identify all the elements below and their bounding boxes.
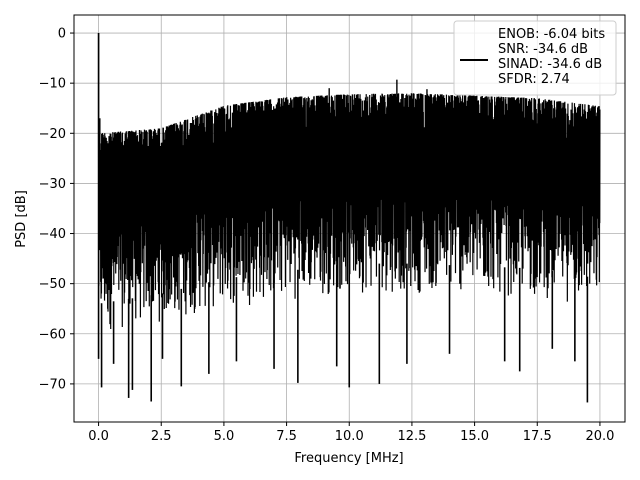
y-tick-label: −40	[39, 227, 66, 242]
x-tick-label: 7.5	[276, 429, 297, 444]
legend-line-1: ENOB: -6.04 bits	[498, 27, 605, 42]
x-tick-label: 17.5	[523, 429, 552, 444]
legend-box	[453, 20, 617, 96]
legend-line-3: SINAD: -34.6 dB	[498, 57, 602, 72]
y-tick-label: −70	[39, 377, 66, 392]
x-tick-label: 20.0	[585, 429, 614, 444]
y-tick-label: −10	[39, 77, 66, 92]
x-axis-label: Frequency [MHz]	[294, 451, 403, 466]
legend-line-4: SFDR: 2.74	[498, 72, 570, 87]
x-tick-label: 10.0	[335, 429, 364, 444]
y-tick-label: −30	[39, 177, 66, 192]
y-axis-label: PSD [dB]	[14, 190, 29, 248]
y-tick-label: −50	[39, 277, 66, 292]
x-tick-label: 2.5	[151, 429, 172, 444]
psd-series	[97, 33, 601, 403]
x-tick-label: 12.5	[397, 429, 426, 444]
legend: ENOB: -6.04 bits SNR: -34.6 dB SINAD: -3…	[453, 20, 617, 96]
x-axis-ticks: 0.0 2.5 5.0 7.5 10.0 12.5 15.0 17.5 20.0	[88, 422, 614, 444]
x-tick-label: 15.0	[460, 429, 489, 444]
y-axis-ticks: 0 −10 −20 −30 −40 −50 −60 −70	[39, 27, 74, 392]
plot-area	[73, 14, 626, 423]
x-tick-label: 5.0	[214, 429, 235, 444]
y-tick-label: −60	[39, 327, 66, 342]
y-tick-label: −20	[39, 127, 66, 142]
psd-trace	[97, 33, 601, 329]
x-tick-label: 0.0	[88, 429, 109, 444]
legend-line-2: SNR: -34.6 dB	[498, 42, 588, 57]
y-tick-label: 0	[58, 27, 66, 42]
